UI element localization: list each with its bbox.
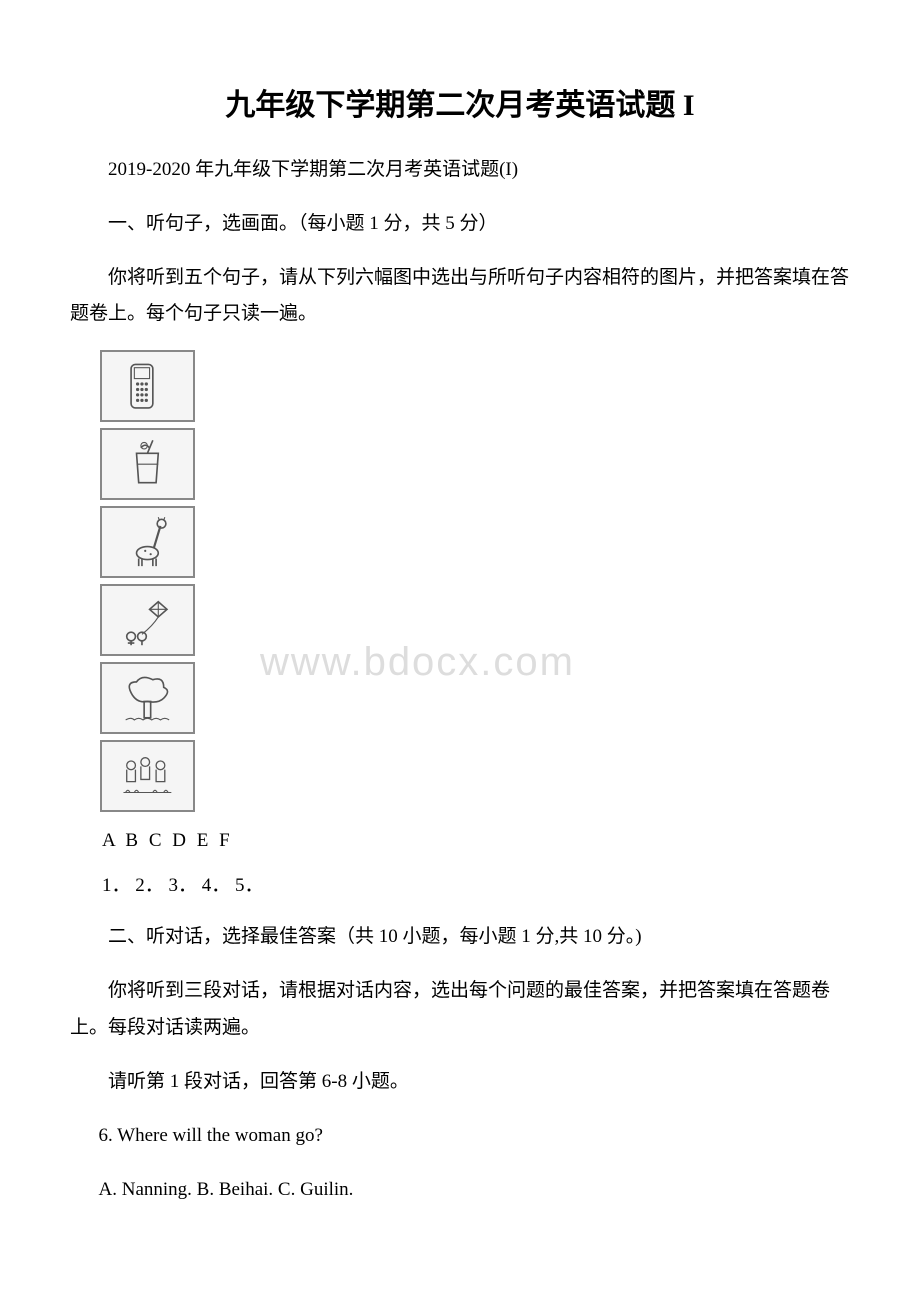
section1-heading: 一、听句子，选画面。（每小题 1 分，共 5 分） xyxy=(70,206,850,242)
section1-instructions: 你将听到五个句子，请从下列六幅图中选出与所听句子内容相符的图片，并把答案填在答题… xyxy=(70,260,850,332)
answer-numbers: 1． 2． 3． 4． 5． xyxy=(102,870,850,897)
subtitle: 2019-2020 年九年级下学期第二次月考英语试题(I) xyxy=(70,152,850,188)
section2-sub: 请听第 1 段对话，回答第 6-8 小题。 xyxy=(70,1064,850,1100)
page-title: 九年级下学期第二次月考英语试题 I xyxy=(70,80,850,124)
option-image-tree xyxy=(100,662,195,734)
option-image-drink xyxy=(100,428,195,500)
option-image-kite xyxy=(100,584,195,656)
section2-heading: 二、听对话，选择最佳答案（共 10 小题，每小题 1 分,共 10 分。) xyxy=(70,919,850,955)
question-6-options: A. Nanning. B. Beihai. C. Guilin. xyxy=(70,1172,850,1208)
question-6: 6. Where will the woman go? xyxy=(70,1118,850,1154)
option-image-people xyxy=(100,740,195,812)
document-content: 九年级下学期第二次月考英语试题 I 2019-2020 年九年级下学期第二次月考… xyxy=(70,80,850,1208)
option-image-phone xyxy=(100,350,195,422)
option-letters: A B C D E F xyxy=(102,830,850,852)
section2-instructions: 你将听到三段对话，请根据对话内容，选出每个问题的最佳答案，并把答案填在答题卷上。… xyxy=(70,973,850,1045)
image-options-column xyxy=(100,350,850,812)
option-image-giraffe xyxy=(100,506,195,578)
